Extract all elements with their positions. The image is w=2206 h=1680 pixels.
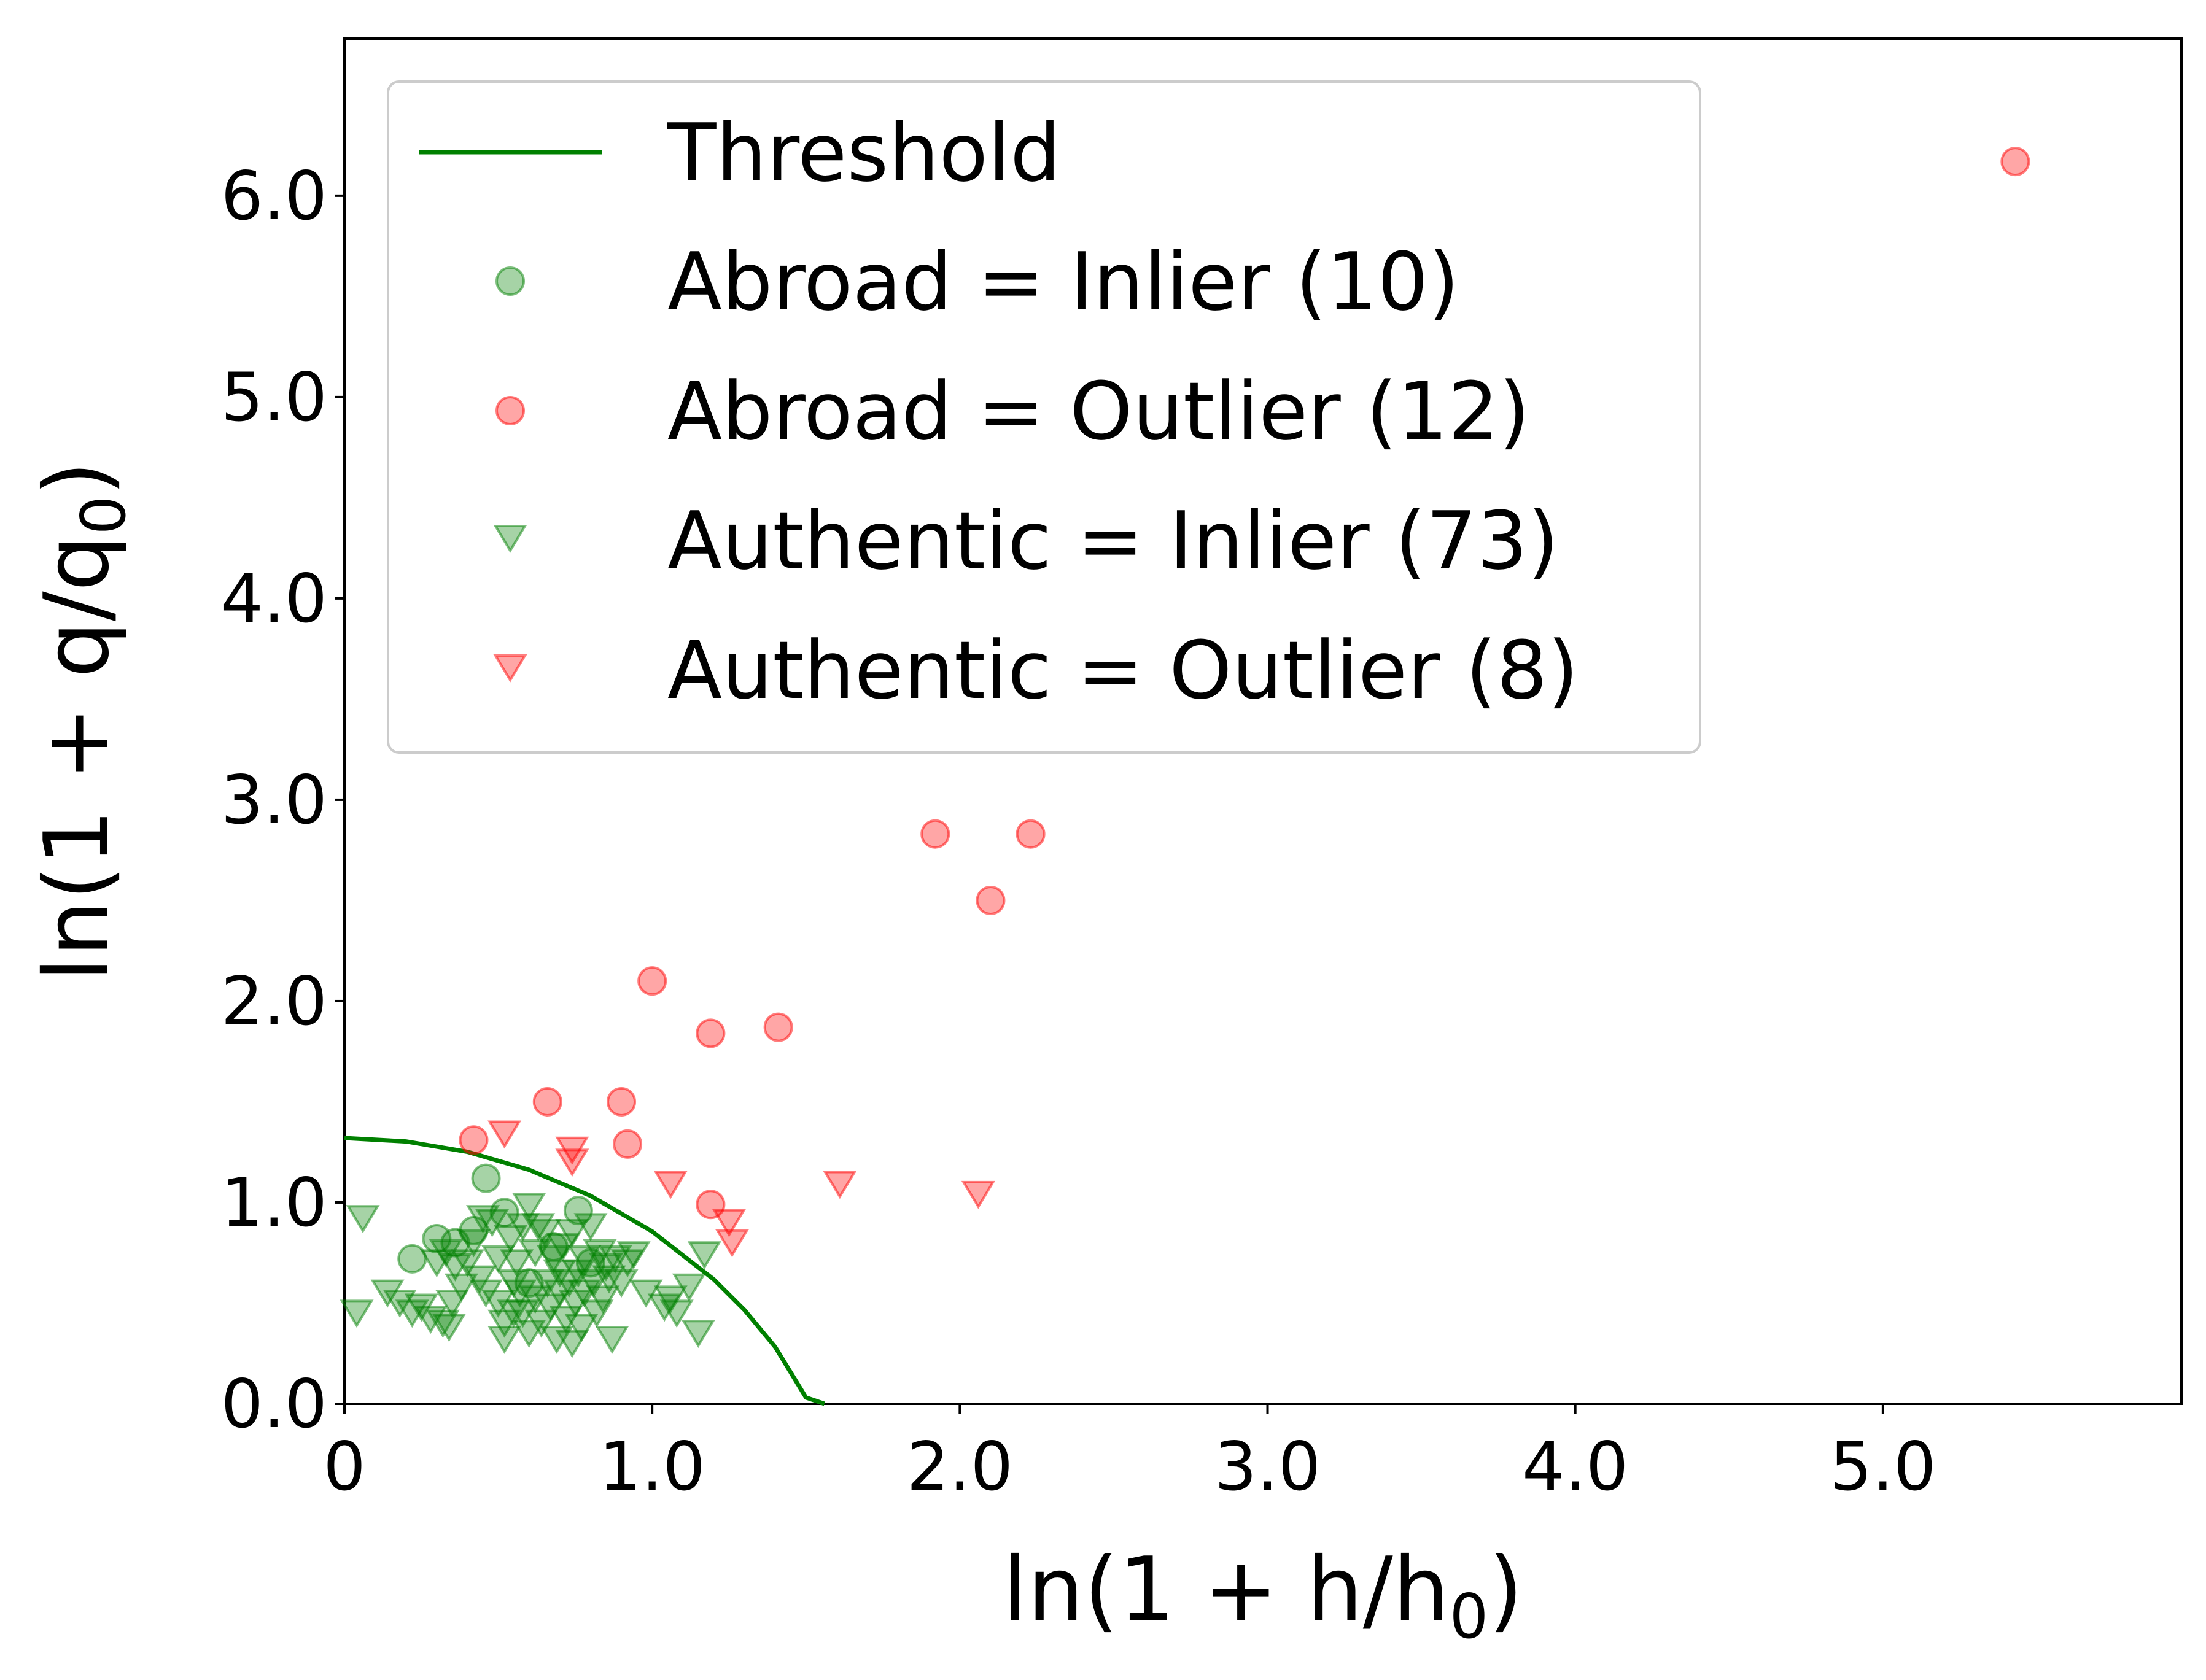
point-s1-9: [976, 885, 1006, 915]
point-s1-4: [637, 966, 667, 996]
legend-marker-abroad-inlier: [495, 266, 525, 296]
point-s1-5: [696, 1018, 726, 1048]
point-s2-34: [527, 1219, 562, 1248]
point-s1-8: [920, 819, 950, 849]
point-s2-59: [604, 1269, 639, 1298]
legend-marker-authentic-inlier: [493, 525, 527, 553]
point-s2-70: [543, 1259, 577, 1288]
legend-marker-abroad-outlier: [495, 396, 525, 425]
point-s2-16: [462, 1265, 497, 1294]
x-tick-label-3: 3.0: [1214, 1428, 1321, 1506]
point-s2-31: [518, 1285, 553, 1314]
point-s3-5: [715, 1229, 750, 1258]
point-s3-6: [823, 1171, 857, 1199]
y-tick-label-5: 5.0: [221, 358, 327, 436]
point-s2-15: [456, 1229, 491, 1258]
point-s1-10: [1016, 819, 1046, 849]
point-s0-8: [563, 1196, 593, 1226]
point-s2-0: [346, 1205, 380, 1234]
point-s1-0: [459, 1125, 489, 1155]
y-tick-label-4: 4.0: [221, 560, 327, 638]
threshold-line: [344, 1136, 825, 1406]
point-s2-47: [564, 1314, 599, 1342]
point-s2-38: [540, 1326, 574, 1354]
point-s2-22: [487, 1326, 522, 1354]
x-tick-label-1: 1.0: [599, 1428, 705, 1506]
legend-label-authentic-inlier: Authentic = Inlier (73): [667, 494, 1559, 587]
point-s2-68: [687, 1241, 721, 1270]
x-axis-label: ln(1 + h/h0): [1003, 1538, 1523, 1652]
point-s1-2: [607, 1086, 637, 1117]
point-s0-4: [471, 1163, 501, 1193]
point-s2-44: [555, 1219, 589, 1248]
legend-label-abroad-outlier: Abroad = Outlier (12): [667, 365, 1530, 458]
chart-marks: [340, 147, 2030, 1406]
point-s2-29: [512, 1193, 546, 1221]
point-s2-57: [595, 1326, 629, 1354]
point-s3-7: [961, 1180, 995, 1209]
point-s2-72: [497, 1299, 531, 1328]
y-tick-label-1: 1.0: [221, 1164, 327, 1242]
axis-ticks: 0 1.0 2.0 3.0 4.0 5.0 0.0 1.0 2.0 3.0 4.0 5.0 6.0: [221, 157, 1936, 1506]
point-s2-25: [500, 1249, 534, 1278]
point-s2-37: [537, 1245, 571, 1274]
legend-label-authentic-outlier: Authentic = Outlier (8): [667, 624, 1579, 717]
x-tick-label-2: 2.0: [907, 1428, 1013, 1506]
point-s2-58: [598, 1245, 632, 1274]
point-s2-18: [475, 1209, 510, 1237]
point-s2-8: [432, 1314, 466, 1342]
point-s2-1: [340, 1299, 374, 1328]
point-s2-62: [629, 1279, 663, 1308]
y-tick-label-0: 0.0: [221, 1365, 327, 1443]
point-s0-1: [422, 1224, 452, 1254]
point-s3-2: [555, 1148, 589, 1177]
point-s3-4: [712, 1209, 747, 1237]
x-tick-label-0: 0: [323, 1428, 365, 1506]
y-tick-label-3: 3.0: [221, 761, 327, 839]
point-s2-56: [592, 1265, 626, 1294]
point-s1-6: [763, 1012, 793, 1042]
point-s1-3: [613, 1129, 643, 1159]
x-tick-label-5: 5.0: [1830, 1428, 1936, 1506]
point-s2-65: [659, 1299, 694, 1328]
point-s2-61: [616, 1241, 651, 1270]
point-s3-0: [487, 1120, 522, 1149]
point-s2-14: [450, 1249, 485, 1278]
legend-marker-authentic-outlier: [493, 654, 527, 683]
legend: Threshold Abroad = Inlier (10) Abroad = …: [387, 80, 1701, 754]
point-s2-69: [469, 1279, 503, 1308]
point-s3-3: [653, 1171, 688, 1199]
legend-box: [387, 80, 1701, 754]
point-s2-54: [586, 1285, 620, 1314]
point-s2-71: [521, 1213, 556, 1242]
point-s2-64: [653, 1285, 688, 1314]
point-s2-66: [672, 1273, 706, 1302]
legend-label-abroad-inlier: Abroad = Inlier (10): [667, 235, 1459, 328]
y-tick-label-2: 2.0: [221, 962, 327, 1040]
point-s2-50: [573, 1213, 608, 1242]
y-axis-label: ln(1 + q/q0): [25, 461, 139, 981]
point-s2-67: [681, 1320, 715, 1349]
legend-label-threshold: Threshold: [667, 106, 1061, 199]
point-s1-11: [2000, 147, 2030, 177]
point-s1-1: [532, 1086, 562, 1117]
point-s2-10: [444, 1273, 478, 1302]
y-tick-label-6: 6.0: [221, 157, 327, 235]
x-tick-label-4: 4.0: [1522, 1428, 1628, 1506]
